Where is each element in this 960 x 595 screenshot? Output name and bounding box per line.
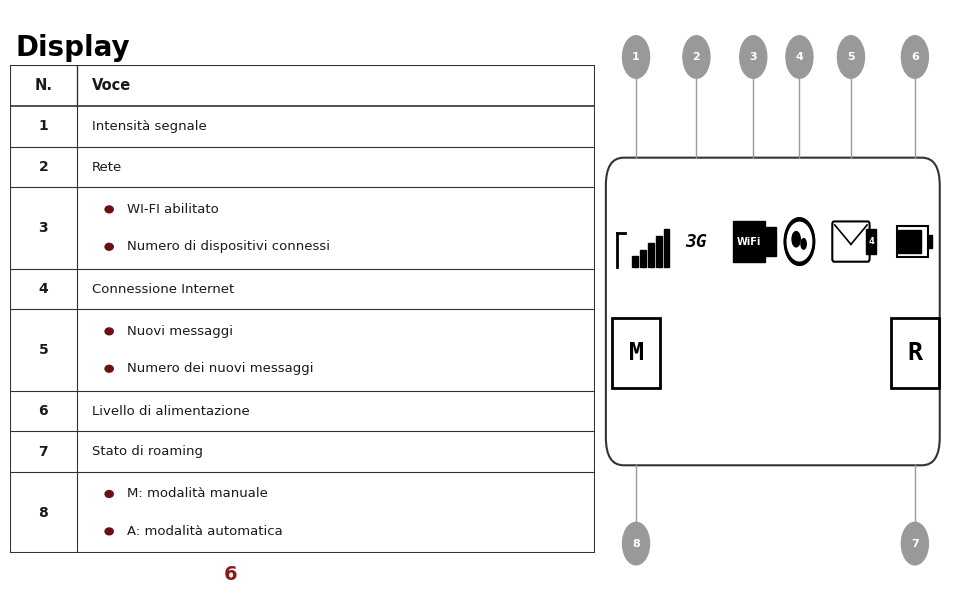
Text: 8: 8 — [38, 506, 48, 519]
Bar — [612, 318, 660, 389]
Text: WI-FI abilitato: WI-FI abilitato — [127, 203, 219, 216]
Text: Display: Display — [15, 33, 130, 62]
Text: 8: 8 — [633, 538, 640, 549]
Text: 4: 4 — [868, 237, 874, 246]
Circle shape — [901, 36, 928, 79]
Bar — [640, 250, 646, 267]
Text: M: M — [629, 342, 643, 365]
Ellipse shape — [801, 239, 806, 249]
Bar — [656, 236, 661, 267]
FancyBboxPatch shape — [606, 158, 940, 465]
Text: Numero dei nuovi messaggi: Numero dei nuovi messaggi — [127, 362, 313, 375]
Text: 2: 2 — [692, 52, 700, 62]
Circle shape — [622, 36, 650, 79]
Text: A: modalità automatica: A: modalità automatica — [127, 525, 282, 538]
Bar — [928, 235, 932, 248]
Text: 5: 5 — [38, 343, 48, 357]
Text: 1: 1 — [633, 52, 640, 62]
Text: M: modalità manuale: M: modalità manuale — [127, 487, 268, 500]
Text: 3: 3 — [38, 221, 48, 235]
Bar — [891, 318, 939, 389]
Bar — [633, 256, 638, 267]
Bar — [732, 221, 765, 262]
Text: 6: 6 — [911, 52, 919, 62]
Circle shape — [740, 36, 767, 79]
Circle shape — [105, 243, 113, 250]
Text: Intensità segnale: Intensità segnale — [91, 120, 206, 133]
Text: Connessione Internet: Connessione Internet — [91, 283, 234, 296]
Bar — [648, 243, 654, 267]
Text: N.: N. — [35, 79, 52, 93]
Bar — [663, 228, 669, 267]
Text: Nuovi messaggi: Nuovi messaggi — [127, 325, 232, 338]
Bar — [765, 227, 776, 256]
Text: 7: 7 — [38, 444, 48, 459]
Circle shape — [784, 218, 814, 265]
Text: 7: 7 — [911, 538, 919, 549]
Text: 6: 6 — [38, 404, 48, 418]
FancyBboxPatch shape — [832, 221, 870, 262]
Ellipse shape — [792, 231, 801, 247]
Text: 2: 2 — [38, 160, 48, 174]
Text: 3: 3 — [750, 52, 757, 62]
Text: 4: 4 — [38, 282, 48, 296]
Circle shape — [105, 528, 113, 535]
Circle shape — [105, 206, 113, 213]
Circle shape — [683, 36, 710, 79]
Circle shape — [901, 522, 928, 565]
Text: 6: 6 — [224, 565, 237, 584]
Bar — [899, 230, 922, 253]
Text: 5: 5 — [847, 52, 854, 62]
Circle shape — [622, 522, 650, 565]
Bar — [866, 228, 876, 255]
Text: Rete: Rete — [91, 161, 122, 174]
Text: 4: 4 — [796, 52, 804, 62]
Text: R: R — [907, 342, 923, 365]
Text: WiFi: WiFi — [737, 237, 761, 246]
Circle shape — [105, 490, 113, 497]
Text: 3G: 3G — [685, 233, 708, 250]
Circle shape — [837, 36, 864, 79]
Text: Numero di dispositivi connessi: Numero di dispositivi connessi — [127, 240, 329, 253]
Text: 1: 1 — [38, 120, 48, 133]
Text: Voce: Voce — [91, 79, 131, 93]
Circle shape — [786, 36, 813, 79]
Circle shape — [105, 328, 113, 335]
Bar — [897, 226, 928, 257]
Circle shape — [787, 223, 811, 261]
Circle shape — [105, 365, 113, 372]
Text: Stato di roaming: Stato di roaming — [91, 445, 203, 458]
Text: Livello di alimentazione: Livello di alimentazione — [91, 405, 250, 418]
